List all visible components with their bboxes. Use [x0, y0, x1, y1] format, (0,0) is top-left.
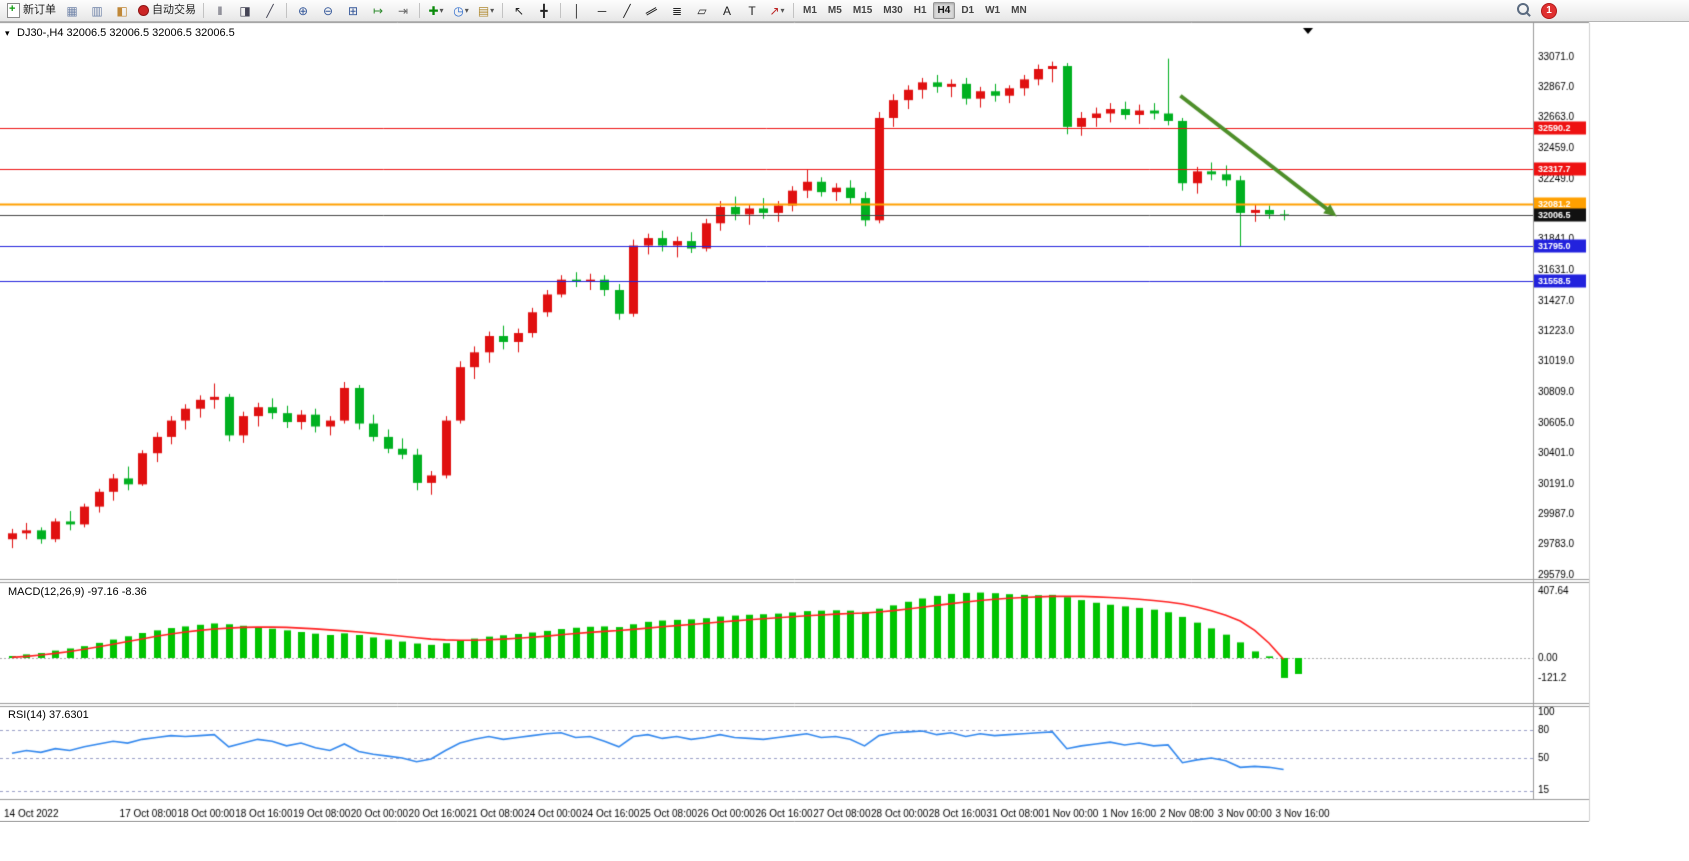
- chart-shift-icon: ⇥: [397, 3, 409, 18]
- timeframe-mn-button[interactable]: MN: [1011, 5, 1027, 16]
- notification-badge[interactable]: 1: [1541, 2, 1557, 19]
- zoom-out-button[interactable]: ⊖: [316, 1, 340, 21]
- periods-button[interactable]: ◷ ▾: [449, 1, 473, 21]
- toolbar-separator: [502, 3, 503, 18]
- toolbar-separator: [560, 3, 561, 18]
- new-order-label: 新订单: [23, 4, 56, 16]
- timeframe-h4-button[interactable]: H4: [932, 2, 956, 19]
- shapes-icon: ▱: [697, 3, 707, 18]
- search-icon[interactable]: [1517, 3, 1532, 18]
- horizontal-line-icon: ─: [597, 3, 607, 18]
- toolbar-separator: [793, 3, 794, 18]
- timeframe-m15-button[interactable]: M15: [852, 5, 873, 16]
- chart-collapse-icon[interactable]: ▾: [5, 28, 10, 38]
- timeframe-d1-button[interactable]: D1: [961, 5, 975, 16]
- candlestick-chart-button[interactable]: ◨: [233, 1, 257, 21]
- vertical-line-icon: │: [573, 3, 581, 18]
- chart-shift-button[interactable]: ⇥: [391, 1, 415, 21]
- text-button[interactable]: A: [715, 1, 739, 21]
- tile-windows-icon: ⊞: [347, 3, 359, 18]
- toolbar-separator: [419, 3, 420, 18]
- indicators-icon: ✚: [428, 3, 439, 18]
- line-chart-button[interactable]: ╱: [258, 1, 282, 21]
- crosshair-icon: ╋: [540, 3, 548, 18]
- shapes-button[interactable]: ▱: [690, 1, 714, 21]
- dropdown-caret-icon: ▾: [490, 5, 495, 15]
- bar-chart-button[interactable]: ‖: [208, 1, 232, 21]
- bar-chart-icon: ‖: [217, 3, 223, 18]
- zoom-in-button[interactable]: ⊕: [291, 1, 315, 21]
- new-order-icon: [7, 3, 20, 18]
- templates-button[interactable]: ▤ ▾: [474, 1, 498, 21]
- autotrade-label: 自动交易: [152, 4, 196, 16]
- autotrade-button[interactable]: 自动交易: [135, 1, 199, 21]
- trendline-button[interactable]: ╱: [615, 1, 639, 21]
- periods-icon: ◷: [453, 3, 464, 18]
- market-watch-button[interactable]: ◧: [110, 1, 134, 21]
- new-order-button[interactable]: 新订单: [4, 1, 59, 21]
- auto-scroll-button[interactable]: ↦: [366, 1, 390, 21]
- toolbar-separator: [203, 3, 204, 18]
- channel-button[interactable]: ∥: [640, 1, 664, 21]
- crosshair-button[interactable]: ╋: [532, 1, 556, 21]
- horizontal-line-button[interactable]: ─: [590, 1, 614, 21]
- fibonacci-icon: ≣: [671, 3, 683, 18]
- trendline-icon: ╱: [623, 3, 631, 18]
- text-label-icon: T: [748, 3, 756, 18]
- timeframe-m5-button[interactable]: M5: [827, 5, 842, 16]
- text-icon: A: [722, 3, 731, 18]
- timeframe-m1-button[interactable]: M1: [803, 5, 817, 16]
- price-chart-canvas[interactable]: [0, 22, 1689, 822]
- toolbar: 新订单▦▥◧自动交易‖◨╱⊕⊖⊞↦⇥✚▾◷▾▤▾↖╋│─╱∥≣▱AT↗▾ M1M…: [0, 0, 1689, 22]
- templates-icon: ▤: [477, 3, 490, 18]
- cursor-button[interactable]: ↖: [507, 1, 531, 21]
- zoom-in-icon: ⊕: [297, 3, 309, 18]
- autotrade-icon: [138, 5, 149, 16]
- new-chart-button[interactable]: ▦: [60, 1, 84, 21]
- arrows-button[interactable]: ↗ ▾: [765, 1, 789, 21]
- chart-title: DJ30-,H4 32006.5 32006.5 32006.5 32006.5: [17, 27, 235, 39]
- new-chart-icon: ▦: [66, 3, 78, 18]
- channel-icon: ∥: [644, 4, 660, 17]
- vertical-line-button[interactable]: │: [565, 1, 589, 21]
- market-watch-icon: ◧: [116, 3, 128, 18]
- cursor-icon: ↖: [513, 3, 525, 18]
- timeframe-h1-button[interactable]: H1: [913, 5, 927, 16]
- dropdown-caret-icon: ▾: [439, 5, 444, 15]
- toolbar-separator: [286, 3, 287, 18]
- zoom-out-icon: ⊖: [322, 3, 334, 18]
- line-chart-icon: ╱: [266, 3, 274, 18]
- timeframe-buttons: M1 M5 M15 M30 H1 H4 D1 W1 MN: [798, 2, 1032, 19]
- arrows-icon: ↗: [769, 3, 780, 18]
- tile-windows-button[interactable]: ⊞: [341, 1, 365, 21]
- text-label-button[interactable]: T: [740, 1, 764, 21]
- auto-scroll-icon: ↦: [372, 3, 384, 18]
- dropdown-caret-icon: ▾: [464, 5, 469, 15]
- fibonacci-button[interactable]: ≣: [665, 1, 689, 21]
- candlestick-chart-icon: ◨: [239, 3, 251, 18]
- macd-indicator-label: MACD(12,26,9) -97.16 -8.36: [8, 586, 147, 598]
- timeframe-m30-button[interactable]: M30: [883, 5, 903, 16]
- profiles-button[interactable]: ▥: [85, 1, 109, 21]
- toolbar-buttons: 新订单▦▥◧自动交易‖◨╱⊕⊖⊞↦⇥✚▾◷▾▤▾↖╋│─╱∥≣▱AT↗▾: [4, 1, 797, 21]
- toolbar-right: 1: [1517, 2, 1557, 19]
- profiles-icon: ▥: [91, 3, 103, 18]
- timeframe-w1-button[interactable]: W1: [985, 5, 1001, 16]
- dropdown-caret-icon: ▾: [780, 5, 785, 15]
- indicators-button[interactable]: ✚ ▾: [424, 1, 448, 21]
- rsi-indicator-label: RSI(14) 37.6301: [8, 709, 89, 721]
